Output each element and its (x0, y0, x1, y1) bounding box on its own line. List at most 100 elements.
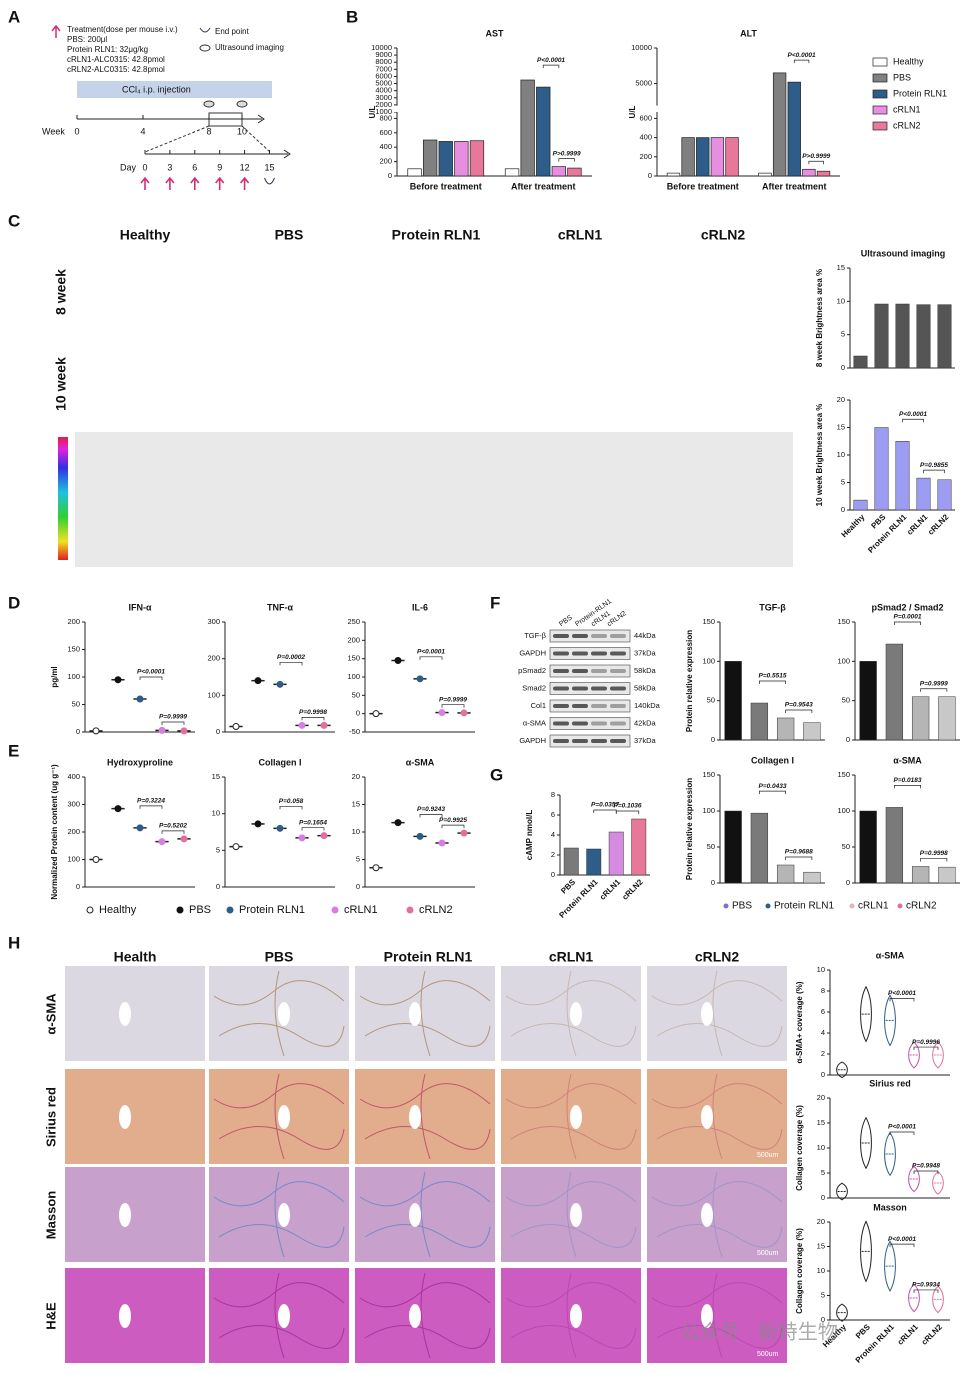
chart-title: IL-6 (412, 602, 428, 612)
marker (320, 721, 328, 729)
bar (423, 139, 438, 177)
chart-title: Sirius red (869, 1078, 911, 1088)
significance-bracket (441, 824, 465, 829)
significance-bracket (441, 704, 465, 708)
p-value: P=0.0433 (758, 783, 786, 790)
p-value: P=0.5515 (758, 673, 786, 680)
legend-swatch (872, 73, 888, 83)
vessel (278, 1002, 290, 1026)
bar (816, 170, 831, 177)
y-tick-label: 0 (711, 878, 715, 887)
dose: PBS: 200μl (67, 35, 107, 44)
mean-marker (133, 695, 147, 703)
bar (438, 141, 453, 177)
panel-label: D (8, 593, 20, 612)
treatment-arrow (215, 176, 225, 190)
column-label: cRLN2 (695, 949, 740, 965)
mean-marker (369, 864, 383, 872)
significance-bracket (894, 621, 921, 626)
p-value: P<0.0001 (899, 411, 927, 418)
violin (884, 994, 896, 1047)
p-value: P=0.1036 (613, 803, 641, 810)
y-axis-label: Collagen coverage (%) (795, 1228, 804, 1314)
band (610, 634, 626, 638)
legend-marker (723, 903, 729, 909)
bar (853, 499, 868, 511)
band (591, 704, 607, 708)
histology-image (355, 1167, 495, 1262)
p-value: P=0.9243 (417, 806, 445, 813)
y-tick-label: 400 (67, 772, 80, 781)
y-tick-label: 50 (707, 696, 715, 705)
marker (232, 723, 240, 730)
marker (372, 864, 380, 872)
schematic: Treatment(dose per mouse i.v.) PBS: 200μ… (42, 24, 291, 172)
legend-marker (331, 906, 339, 914)
violin (908, 1165, 920, 1193)
bar (916, 477, 931, 511)
band (572, 686, 588, 691)
marker (298, 834, 306, 842)
significance-bracket (913, 1170, 939, 1174)
y-axis-label: Protein relative expression (685, 778, 694, 880)
mean-marker (435, 709, 449, 717)
treatment-arrow (190, 176, 200, 190)
y-tick-label: 10 (817, 965, 825, 974)
vessel (570, 1002, 582, 1026)
chart-title: Hydroxyproline (107, 757, 173, 767)
y-tick-label: 4 (821, 1028, 825, 1037)
significance-bracket (279, 661, 303, 666)
vessel (278, 1105, 290, 1129)
marker (92, 727, 100, 735)
column-label: PBS (275, 227, 304, 243)
axis-break (653, 105, 661, 112)
legend-marker (765, 903, 771, 909)
y-tick-label: -50 (349, 727, 360, 736)
significance-bracket (889, 1131, 915, 1135)
p-value: P=0.9999 (439, 696, 467, 703)
bar (885, 643, 904, 741)
y-axis-label: Collagen coverage (%) (795, 1105, 804, 1191)
y-tick-label: 5000 (375, 79, 392, 88)
violin (836, 1303, 848, 1322)
histology-image (355, 1069, 495, 1164)
band-size: 58kDa (634, 683, 657, 692)
column-label: Health (114, 949, 157, 965)
y-axis-label: U/L (628, 105, 637, 118)
marker (460, 709, 468, 717)
y-tick-label: 0 (821, 1315, 825, 1324)
p-value: P=0.1654 (299, 819, 327, 826)
vessel (701, 1203, 713, 1227)
histology-image (65, 1268, 205, 1363)
y-tick-label: 1000 (375, 107, 392, 116)
y-tick-label: 100 (837, 806, 850, 815)
p-value: P<0.0001 (417, 649, 445, 656)
histology-image (647, 1268, 787, 1363)
marker (232, 843, 240, 851)
y-tick-label: 0 (711, 735, 715, 744)
marker (438, 839, 446, 847)
mean-marker (89, 727, 103, 735)
marker (180, 727, 188, 735)
band (572, 721, 588, 726)
band (591, 721, 607, 726)
y-tick-label: 2 (821, 1049, 825, 1058)
y-tick-label: 150 (837, 770, 850, 779)
column-label: cRLN2 (701, 227, 746, 243)
mean-marker (177, 835, 191, 843)
y-tick-label: 4000 (375, 86, 392, 95)
band-name: GAPDH (519, 736, 546, 745)
x-tick-label: After treatment (511, 181, 576, 191)
legend-marker (406, 906, 414, 914)
y-tick-label: 10000 (371, 43, 392, 52)
y-tick-label: 15 (212, 772, 220, 781)
x-tick-label: Before treatment (667, 181, 739, 191)
y-tick-label: 5000 (635, 79, 652, 88)
axis-arrow (257, 114, 265, 124)
band (553, 669, 569, 673)
y-tick-label: 50 (352, 690, 360, 699)
vessel (409, 1002, 421, 1026)
bar (874, 427, 889, 511)
bar (725, 137, 739, 177)
vessel (409, 1304, 421, 1328)
